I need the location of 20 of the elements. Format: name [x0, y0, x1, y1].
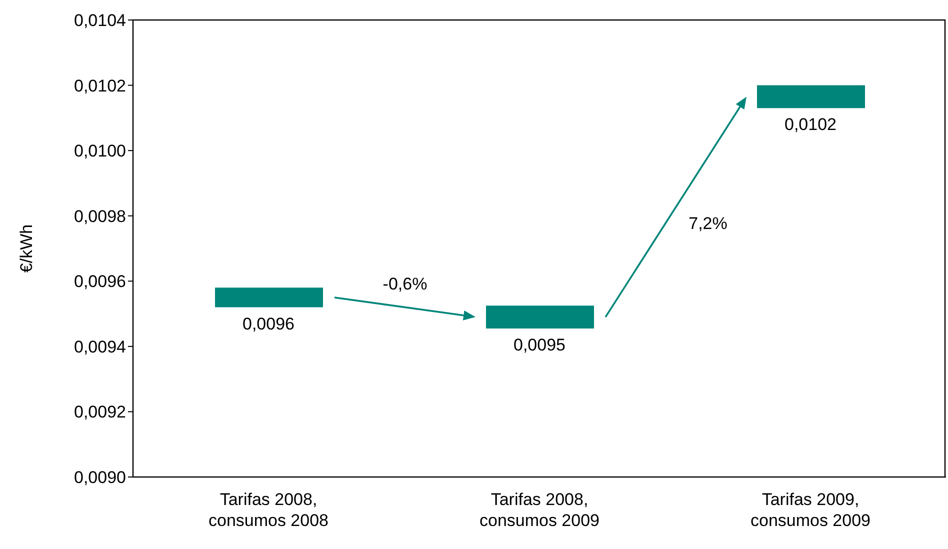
y-tick-label: 0,0104: [74, 11, 126, 30]
bar: [486, 306, 594, 328]
annotation: 0,0096: [242, 314, 294, 334]
x-tick-label: Tarifas 2008, consumos 2008: [208, 490, 329, 530]
y-tick-label: 0,0094: [74, 337, 126, 356]
x-tick-label: Tarifas 2008, consumos 2009: [479, 490, 600, 530]
y-tick-label: 0,0100: [74, 142, 126, 161]
bar: [215, 288, 323, 308]
y-tick-label: 0,0092: [74, 402, 126, 422]
annotation: 0,0102: [784, 115, 836, 134]
annotation: 0,0095: [514, 335, 566, 354]
x-tick-label: Tarifas 2009, consumos 2009: [750, 490, 871, 530]
y-tick-label: 0,0102: [74, 76, 126, 96]
annotation: 7,2%: [688, 214, 728, 233]
y-tick-label: 0,0096: [74, 272, 126, 292]
y-tick-label: 0,0098: [74, 206, 126, 226]
y-axis-title: €/kWh: [17, 224, 36, 273]
y-tick-label: 0,0090: [74, 468, 126, 488]
bar: [757, 85, 865, 108]
annotation: -0,6%: [382, 274, 428, 294]
